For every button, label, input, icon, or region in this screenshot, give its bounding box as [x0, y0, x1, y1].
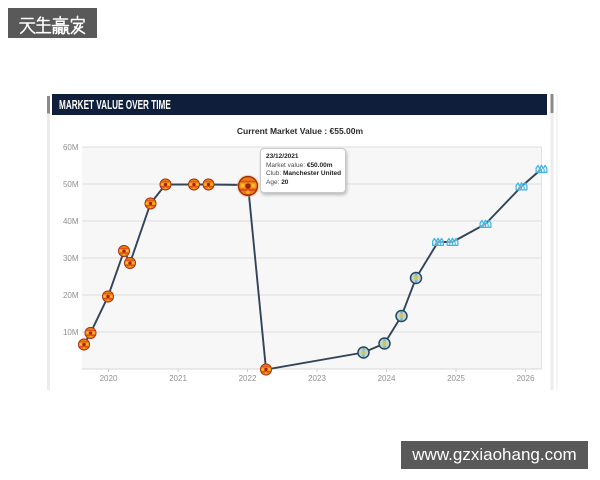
svg-text:20M: 20M — [63, 291, 79, 300]
svg-text:2023: 2023 — [308, 374, 326, 383]
svg-text:40M: 40M — [63, 217, 79, 226]
svg-text:2020: 2020 — [100, 374, 118, 383]
svg-text:2025: 2025 — [447, 374, 465, 383]
svg-text:2021: 2021 — [169, 374, 187, 383]
svg-text:30M: 30M — [63, 254, 79, 263]
svg-text:2024: 2024 — [378, 374, 396, 383]
svg-text:2022: 2022 — [239, 374, 257, 383]
svg-text:60M: 60M — [63, 143, 79, 152]
svg-text:10M: 10M — [63, 328, 79, 337]
svg-text:2026: 2026 — [517, 374, 535, 383]
svg-text:50M: 50M — [63, 180, 79, 189]
